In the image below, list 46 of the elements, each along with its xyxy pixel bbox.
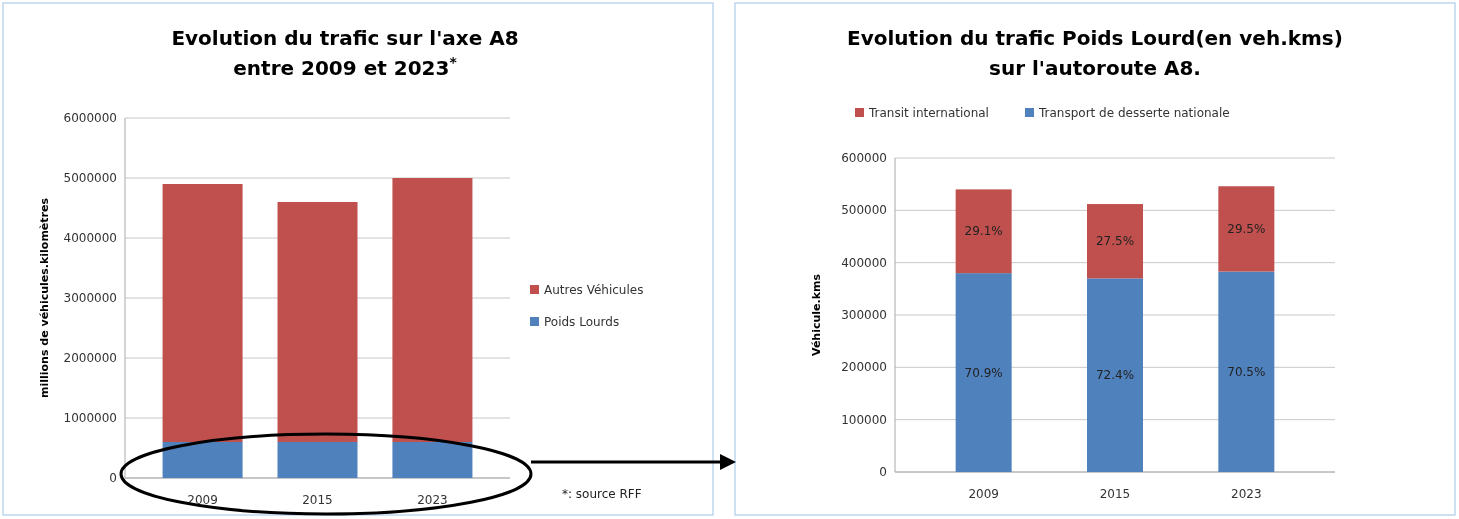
annotation: 27.5% xyxy=(1095,234,1135,249)
legend-label: Transport de desserte nationale xyxy=(1038,106,1230,120)
annotation: 29.1% xyxy=(964,224,1003,239)
legend-label: Poids Lourds xyxy=(544,315,620,329)
chart-title: Evolution du trafic Poids Lourd(en veh.kms) sur l'autoroute A8. xyxy=(847,26,1343,80)
bar xyxy=(1218,271,1275,472)
bar xyxy=(162,442,243,478)
bar xyxy=(392,178,473,442)
y-tick-label: 0 xyxy=(109,471,117,485)
bar xyxy=(1218,186,1275,272)
bar xyxy=(277,442,358,478)
bar xyxy=(392,442,473,478)
y-tick-label: 600000 xyxy=(841,151,887,165)
y-tick-label: 6000000 xyxy=(63,111,117,125)
y-tick-label: 4000000 xyxy=(63,231,117,245)
bar xyxy=(162,184,243,442)
y-axis-title: millions de véhicules.kilomètres xyxy=(38,197,51,399)
x-tick-label: 2023 xyxy=(1231,487,1262,501)
x-tick-label: 2015 xyxy=(1099,487,1131,501)
legend-label: Autres Véhicules xyxy=(544,283,644,297)
bar xyxy=(955,189,1012,274)
x-tick-label: 2009 xyxy=(968,487,999,501)
y-tick-label: 500000 xyxy=(841,203,887,218)
annotation: 70.9% xyxy=(964,365,1003,380)
y-tick-label: 2000000 xyxy=(63,351,117,365)
text: *: source RFF xyxy=(562,487,642,501)
x-tick-label: 2023 xyxy=(417,493,448,507)
y-tick-label: 3000000 xyxy=(63,291,117,305)
y-axis-title: Véhicule.kms xyxy=(810,273,823,357)
annotation: 72.4% xyxy=(1095,368,1135,383)
y-tick-label: 0 xyxy=(879,465,887,479)
bar xyxy=(277,202,358,442)
chart-title: Evolution du trafic sur l'axe A8 entre 2009 et 2023$^{*}$ xyxy=(171,26,519,80)
y-tick-label: 1000000 xyxy=(63,411,117,425)
x-tick-label: 2015 xyxy=(302,493,333,507)
y-tick-label: 5000000 xyxy=(63,171,117,185)
legend-label: Transit international xyxy=(868,106,989,120)
y-tick-label: 300000 xyxy=(841,308,887,322)
y-tick-label: 200000 xyxy=(841,360,887,375)
bar xyxy=(1087,204,1143,279)
annotation: 29.5% xyxy=(1227,221,1266,236)
y-tick-label: 100000 xyxy=(841,412,887,427)
y-tick-label: 400000 xyxy=(841,255,887,270)
bar xyxy=(1087,278,1143,472)
bar xyxy=(955,273,1012,472)
annotation: 70.5% xyxy=(1227,364,1266,379)
